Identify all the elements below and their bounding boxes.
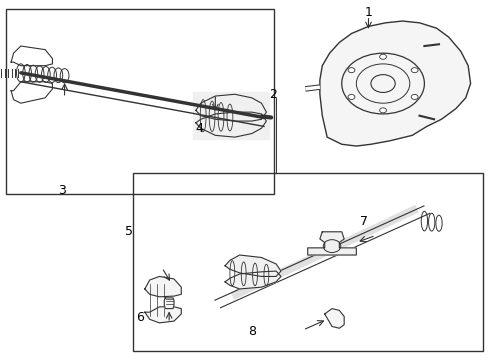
Circle shape	[410, 68, 417, 73]
Circle shape	[347, 94, 354, 99]
Polygon shape	[164, 298, 174, 309]
Text: 4: 4	[195, 122, 203, 135]
Polygon shape	[144, 307, 181, 323]
Text: 5: 5	[124, 225, 133, 238]
Text: 7: 7	[359, 215, 367, 228]
Polygon shape	[307, 232, 356, 255]
Text: 6: 6	[136, 311, 143, 324]
Text: 8: 8	[247, 325, 255, 338]
Polygon shape	[144, 276, 181, 297]
Polygon shape	[224, 255, 281, 276]
Text: 3: 3	[58, 184, 66, 197]
PathPatch shape	[319, 21, 469, 146]
Circle shape	[347, 68, 354, 73]
Circle shape	[379, 108, 386, 113]
Circle shape	[379, 54, 386, 59]
Text: 1: 1	[364, 6, 372, 19]
Polygon shape	[324, 309, 344, 328]
Polygon shape	[224, 271, 281, 289]
Circle shape	[410, 94, 417, 99]
Text: 2: 2	[268, 88, 276, 101]
